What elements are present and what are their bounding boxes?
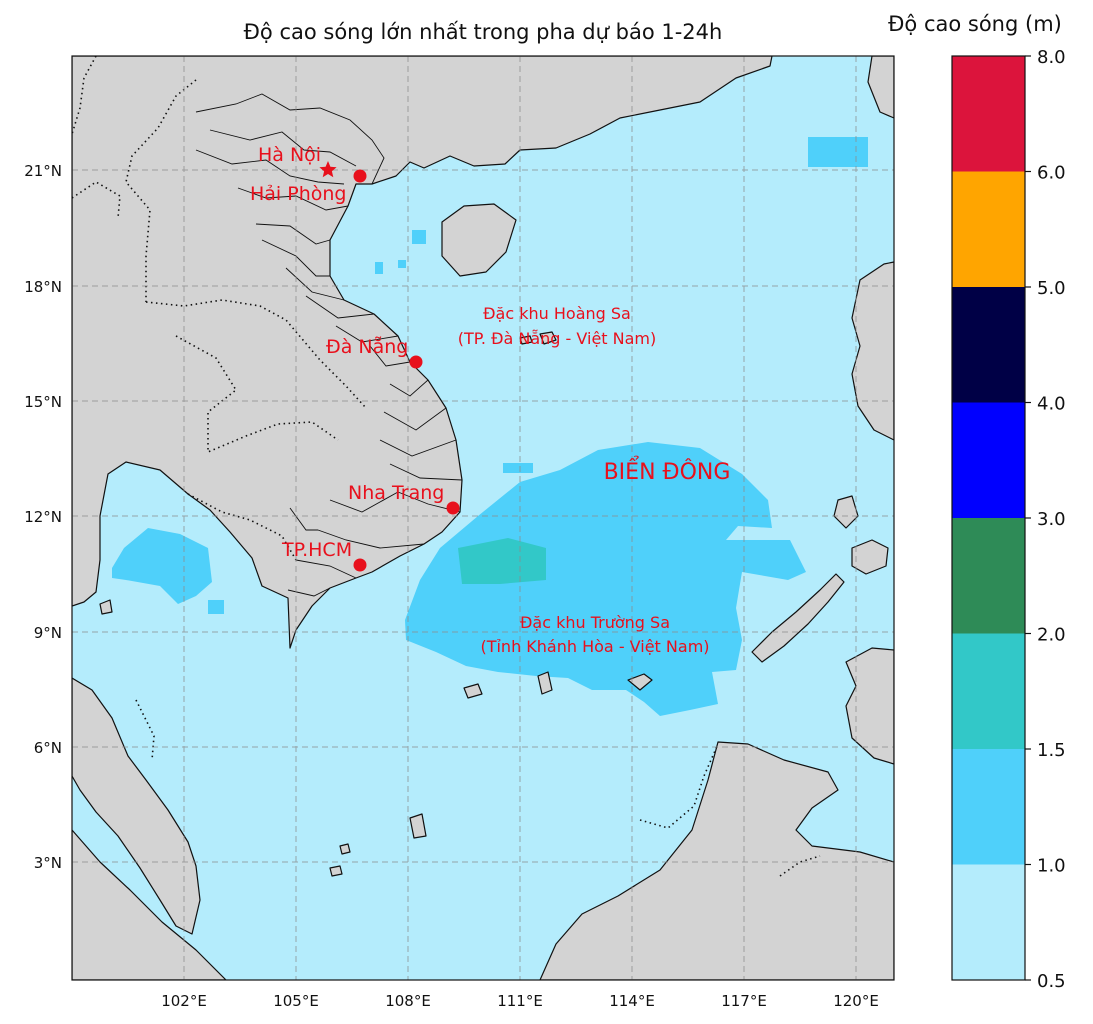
hcm-label: TP.HCM [281,539,352,561]
nhatrang-label: Nha Trang [348,482,444,504]
hoang-sa-sublabel: (TP. Đà Nẵng - Việt Nam) [458,329,657,348]
lon-tick-102: 102°E [161,992,207,1010]
truong-sa-label: Đặc khu Trường Sa [520,613,670,632]
visayas [851,539,889,575]
colorbar-segment [952,402,1025,518]
province-boundaries [195,93,463,597]
colorbar-tick-label: 1.0 [1037,856,1066,877]
lat-tick-3: 3°N [34,854,62,872]
lon-tick-114: 114°E [609,992,655,1010]
danang-label: Đà Nẵng [326,335,408,358]
lat-tick-15: 15°N [24,393,62,411]
mainland-asia [72,56,773,649]
colorbar-segment [952,864,1025,980]
map-title: Độ cao sóng lớn nhất trong pha dự báo 1-… [243,20,723,44]
colorbar-tick-label: 6.0 [1037,163,1066,184]
colorbar-tick-label: 1.5 [1037,740,1066,761]
hainan-island [441,203,517,277]
danang-marker-icon [409,355,423,369]
colorbar-tick-label: 8.0 [1037,47,1066,68]
palawan [751,573,845,663]
lat-axis: 3°N 6°N 9°N 12°N 15°N 18°N 21°N [24,162,62,872]
colorbar-segment [952,749,1025,865]
wave-zone-1-1.5m [112,137,882,946]
hcm-marker-icon [353,558,367,572]
colorbar-segment [952,633,1025,749]
lon-axis: 102°E 105°E 108°E 111°E 114°E 117°E 120°… [161,992,879,1010]
nhatrang-marker-icon [446,501,460,515]
wave-zone-1.5-2m [458,538,546,584]
lat-tick-6: 6°N [34,739,62,757]
hanoi-label: Hà Nội [258,144,321,166]
map-gridlines [72,56,894,980]
lon-tick-120: 120°E [833,992,879,1010]
mindoro [833,495,859,529]
taiwan [867,56,894,119]
colorbar-segment [952,287,1025,403]
city-markers [319,161,460,572]
lon-tick-105: 105°E [273,992,319,1010]
lat-tick-18: 18°N [24,278,62,296]
lon-tick-111: 111°E [497,992,543,1010]
hanoi-star-icon [319,161,337,178]
haiphong-marker-icon [353,169,367,183]
colorbar-segment [952,171,1025,287]
borneo [539,741,894,980]
colorbar-title: Độ cao sóng (m) [888,12,1062,36]
bien-dong-label: BIỂN ĐÔNG [604,457,731,485]
land-masses [72,56,894,980]
colorbar-tick-label: 2.0 [1037,625,1066,646]
lon-tick-108: 108°E [385,992,431,1010]
lat-tick-21: 21°N [24,162,62,180]
colorbar-tick-label: 3.0 [1037,509,1066,530]
colorbar-segment [952,518,1025,634]
hoang-sa-label: Đặc khu Hoàng Sa [483,304,631,323]
colorbar: 0.5 1.0 1.5 2.0 3.0 4.0 5.0 6.0 8.0 [951,47,1066,992]
national-borders [72,56,821,877]
map-frame [71,55,895,981]
lat-tick-9: 9°N [34,624,62,642]
truong-sa-sublabel: (Tỉnh Khánh Hòa - Việt Nam) [480,637,709,656]
sumatra [72,829,227,980]
colorbar-tick-label: 5.0 [1037,278,1066,299]
colorbar-segment [952,56,1025,172]
malay-peninsula [72,677,201,935]
lon-tick-117: 117°E [721,992,767,1010]
mindanao [845,647,894,765]
colorbar-tick-label: 4.0 [1037,394,1066,415]
lat-tick-12: 12°N [24,508,62,526]
haiphong-label: Hải Phòng [250,183,346,205]
colorbar-tick-label: 0.5 [1037,971,1066,992]
